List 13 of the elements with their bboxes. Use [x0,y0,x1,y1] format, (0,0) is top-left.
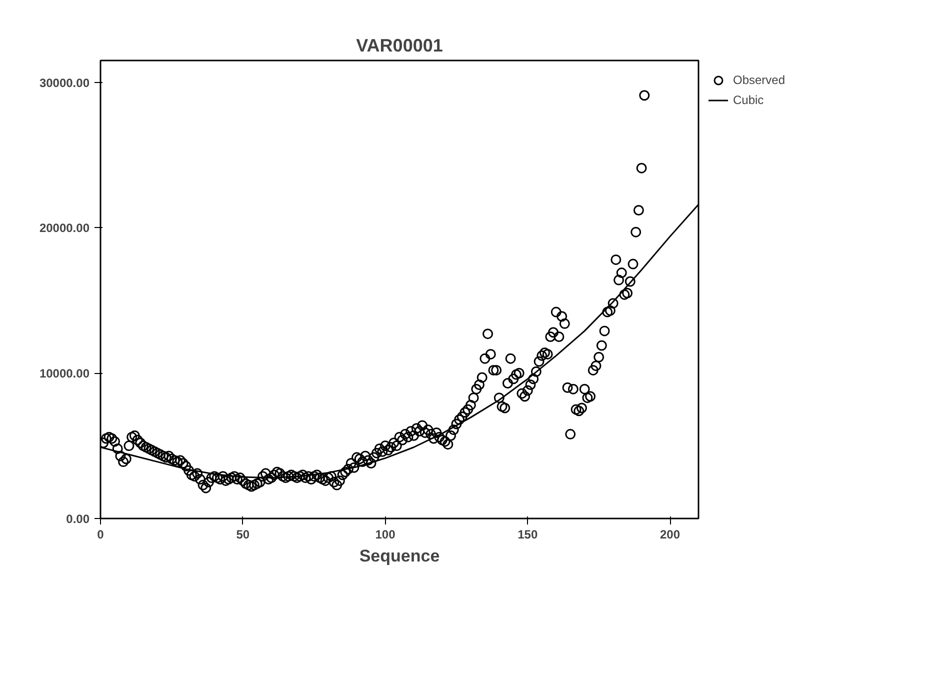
x-tick-label: 50 [236,528,250,542]
y-tick-label: 10000.00 [39,366,90,381]
x-tick-label: 150 [518,528,538,542]
y-tick-label: 30000.00 [39,76,90,90]
y-tick-label: 20000.00 [39,221,90,236]
x-axis-title: Sequence [359,546,440,566]
legend-label: Cubic [733,93,764,107]
chart-title: VAR00001 [356,36,443,56]
x-tick-label: 100 [375,528,396,542]
y-tick-label: 0.00 [66,512,90,526]
x-tick-label: 200 [660,528,680,542]
legend-label: Observed [733,73,786,87]
x-tick-label: 0 [97,528,104,542]
